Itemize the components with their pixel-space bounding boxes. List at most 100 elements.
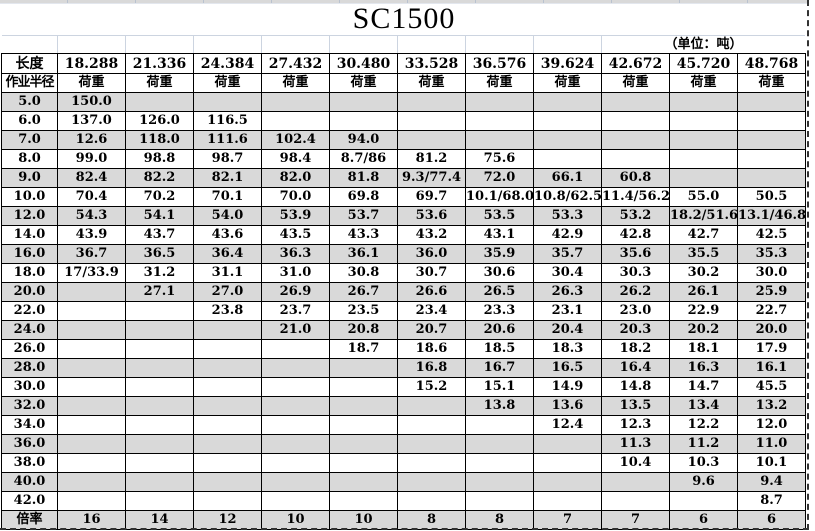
load-cell[interactable]: 27.0 — [193, 282, 262, 302]
load-header-cell[interactable]: 荷重 — [669, 73, 738, 93]
load-cell[interactable] — [465, 453, 534, 473]
radius-cell[interactable]: 8.0 — [1, 149, 58, 169]
load-cell[interactable]: 50.5 — [737, 187, 806, 207]
load-cell[interactable]: 14.9 — [533, 377, 602, 397]
load-cell[interactable]: 20.0 — [737, 320, 806, 340]
load-cell[interactable]: 35.3 — [737, 244, 806, 264]
load-cell[interactable]: 13.2 — [737, 396, 806, 416]
load-cell[interactable] — [397, 415, 466, 435]
load-cell[interactable] — [125, 396, 194, 416]
load-cell[interactable]: 11.3 — [601, 434, 670, 454]
load-cell[interactable] — [669, 130, 738, 150]
radius-cell[interactable]: 34.0 — [1, 415, 58, 435]
load-cell[interactable]: 12.3 — [601, 415, 670, 435]
load-cell[interactable]: 35.9 — [465, 244, 534, 264]
ratio-cell[interactable]: 7 — [533, 510, 602, 530]
radius-cell[interactable]: 7.0 — [1, 130, 58, 150]
load-cell[interactable]: 26.1 — [669, 282, 738, 302]
load-cell[interactable] — [737, 111, 806, 131]
load-cell[interactable]: 14.7 — [669, 377, 738, 397]
load-cell[interactable]: 82.4 — [57, 168, 126, 188]
load-cell[interactable]: 43.5 — [261, 225, 330, 245]
load-cell[interactable]: 18.3 — [533, 339, 602, 359]
boom-length-cell[interactable]: 24.384 — [193, 53, 262, 74]
load-cell[interactable] — [57, 282, 126, 302]
load-cell[interactable]: 53.9 — [261, 206, 330, 226]
load-cell[interactable]: 27.1 — [125, 282, 194, 302]
load-cell[interactable]: 98.8 — [125, 149, 194, 169]
load-cell[interactable] — [533, 149, 602, 169]
load-cell[interactable] — [57, 396, 126, 416]
load-cell[interactable] — [465, 111, 534, 131]
load-cell[interactable] — [737, 92, 806, 112]
load-cell[interactable]: 69.8 — [329, 187, 398, 207]
load-cell[interactable] — [669, 111, 738, 131]
load-header-cell[interactable]: 荷重 — [57, 73, 126, 93]
load-cell[interactable] — [125, 339, 194, 359]
load-cell[interactable]: 22.9 — [669, 301, 738, 321]
load-cell[interactable] — [329, 472, 398, 492]
load-cell[interactable]: 13.1/46.8 — [737, 206, 806, 226]
load-cell[interactable]: 10.3 — [669, 453, 738, 473]
load-cell[interactable] — [329, 491, 398, 511]
load-cell[interactable]: 16.5 — [533, 358, 602, 378]
ratio-label-cell[interactable]: 倍率 — [1, 510, 58, 530]
load-cell[interactable]: 26.7 — [329, 282, 398, 302]
load-cell[interactable]: 20.4 — [533, 320, 602, 340]
load-cell[interactable] — [57, 377, 126, 397]
load-cell[interactable] — [737, 130, 806, 150]
load-cell[interactable]: 82.1 — [193, 168, 262, 188]
load-cell[interactable] — [465, 415, 534, 435]
load-cell[interactable]: 23.0 — [601, 301, 670, 321]
title-cell[interactable]: SC1500 — [2, 4, 806, 34]
load-cell[interactable]: 98.7 — [193, 149, 262, 169]
load-cell[interactable] — [193, 434, 262, 454]
load-cell[interactable]: 36.1 — [329, 244, 398, 264]
load-cell[interactable]: 9.4 — [737, 472, 806, 492]
load-cell[interactable]: 16.7 — [465, 358, 534, 378]
load-header-cell[interactable]: 荷重 — [397, 73, 466, 93]
radius-cell[interactable]: 32.0 — [1, 396, 58, 416]
load-cell[interactable]: 16.4 — [601, 358, 670, 378]
load-cell[interactable]: 12.4 — [533, 415, 602, 435]
radius-cell[interactable]: 22.0 — [1, 301, 58, 321]
load-cell[interactable]: 43.7 — [125, 225, 194, 245]
load-cell[interactable] — [57, 320, 126, 340]
load-cell[interactable]: 45.5 — [737, 377, 806, 397]
boom-length-cell[interactable]: 27.432 — [261, 53, 330, 74]
load-cell[interactable]: 30.7 — [397, 263, 466, 283]
load-cell[interactable]: 26.2 — [601, 282, 670, 302]
load-cell[interactable]: 10.1/68.0 — [465, 187, 534, 207]
load-cell[interactable]: 31.1 — [193, 263, 262, 283]
load-cell[interactable]: 26.6 — [397, 282, 466, 302]
load-cell[interactable]: 17/33.9 — [57, 263, 126, 283]
load-cell[interactable]: 12.0 — [737, 415, 806, 435]
load-cell[interactable]: 18.2 — [601, 339, 670, 359]
load-cell[interactable] — [193, 358, 262, 378]
ratio-cell[interactable]: 12 — [193, 510, 262, 530]
units-row-cell[interactable] — [261, 35, 329, 53]
load-cell[interactable] — [465, 472, 534, 492]
load-cell[interactable]: 23.4 — [397, 301, 466, 321]
load-cell[interactable] — [533, 111, 602, 131]
radius-cell[interactable]: 38.0 — [1, 453, 58, 473]
load-cell[interactable]: 43.2 — [397, 225, 466, 245]
load-cell[interactable]: 20.6 — [465, 320, 534, 340]
ratio-cell[interactable]: 7 — [601, 510, 670, 530]
load-cell[interactable] — [669, 149, 738, 169]
load-cell[interactable]: 99.0 — [57, 149, 126, 169]
load-cell[interactable] — [669, 491, 738, 511]
load-cell[interactable] — [193, 92, 262, 112]
load-cell[interactable]: 69.7 — [397, 187, 466, 207]
load-cell[interactable] — [601, 130, 670, 150]
load-cell[interactable]: 26.9 — [261, 282, 330, 302]
load-cell[interactable] — [125, 320, 194, 340]
load-cell[interactable] — [533, 434, 602, 454]
load-cell[interactable]: 126.0 — [125, 111, 194, 131]
load-cell[interactable]: 70.2 — [125, 187, 194, 207]
load-cell[interactable]: 55.0 — [669, 187, 738, 207]
load-cell[interactable]: 10.8/62.5 — [533, 187, 602, 207]
load-cell[interactable] — [397, 396, 466, 416]
load-cell[interactable]: 12.2 — [669, 415, 738, 435]
load-cell[interactable]: 43.6 — [193, 225, 262, 245]
